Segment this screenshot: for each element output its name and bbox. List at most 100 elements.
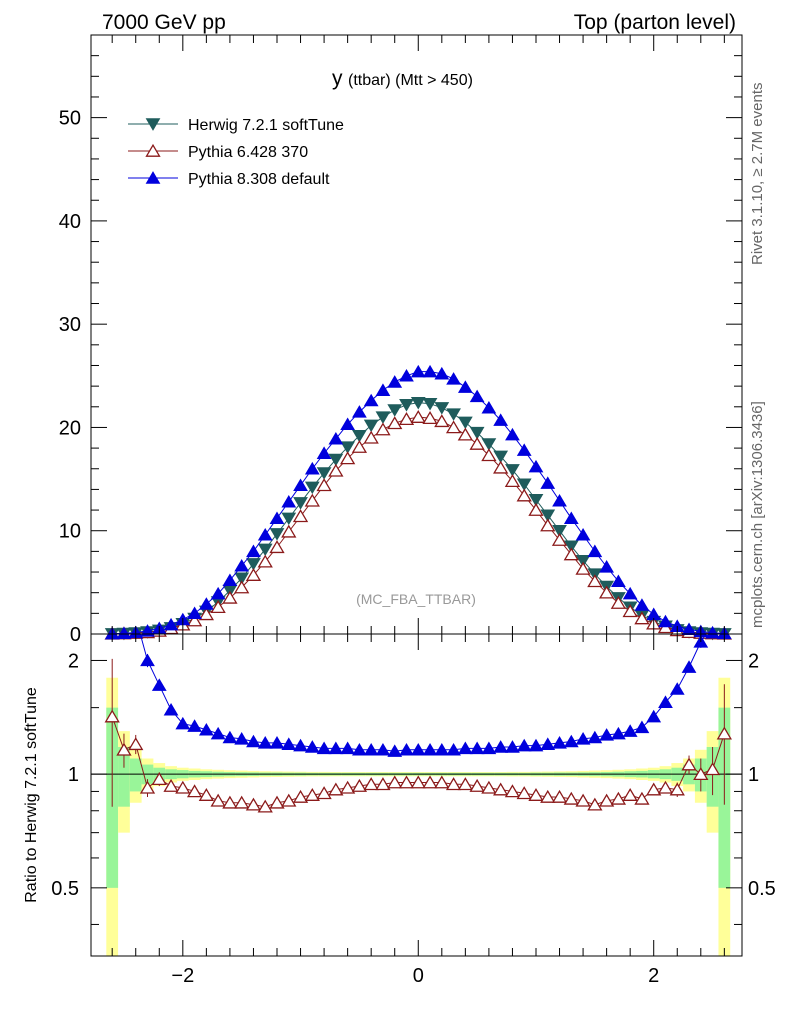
data-point — [575, 528, 591, 541]
data-point — [634, 611, 650, 625]
data-point — [552, 525, 567, 538]
ratio-point — [281, 793, 297, 807]
ratio-point — [257, 799, 273, 813]
data-point — [363, 419, 379, 433]
data-point — [186, 613, 203, 627]
plot-title-sub: (ttbar) (Mtt > 450) — [348, 72, 473, 89]
ratio-point — [657, 780, 674, 794]
data-point — [351, 439, 368, 453]
ratio-point — [104, 709, 120, 723]
data-point — [528, 502, 544, 516]
data-point — [516, 488, 532, 502]
data-point — [540, 518, 556, 532]
ratio-point — [175, 780, 191, 794]
data-point — [610, 595, 627, 609]
main-ytick-label: 10 — [59, 521, 81, 543]
ratio-point — [246, 734, 261, 748]
ratio-point — [163, 703, 179, 716]
data-point — [622, 586, 638, 600]
data-point — [304, 493, 320, 507]
ratio-point — [587, 730, 603, 744]
data-point — [222, 573, 238, 586]
data-point — [340, 417, 356, 431]
ratio-point — [693, 767, 709, 780]
data-point — [410, 396, 426, 410]
data-point — [422, 411, 438, 425]
legend-label: Pythia 8.308 default — [188, 171, 330, 188]
ratio-point — [328, 741, 344, 755]
xtick-label: −2 — [171, 965, 194, 987]
data-point — [234, 572, 250, 586]
data-point — [493, 450, 509, 464]
ratio-point — [669, 682, 685, 695]
ratio-point — [446, 742, 461, 756]
ratio-point — [540, 789, 556, 803]
ratio-point — [304, 740, 320, 753]
main-ytick-label: 40 — [59, 211, 81, 233]
ratio-point — [387, 775, 403, 789]
data-point — [293, 478, 308, 491]
ratio-point — [493, 740, 509, 753]
data-point — [257, 543, 273, 557]
data-point — [316, 467, 332, 480]
xtick-label: 2 — [648, 965, 659, 987]
main-plot-panel: 0 10 20 30 40 50 y (ttbar) (Mtt > 450) (MC_FB… — [59, 34, 743, 646]
data-point — [339, 451, 356, 465]
data-point — [316, 446, 332, 459]
data-point — [587, 544, 603, 558]
data-point — [446, 408, 461, 421]
legend-label: Herwig 7.2.1 softTune — [188, 117, 344, 134]
xtick-label: 0 — [413, 965, 424, 987]
ratio-point — [551, 789, 568, 803]
data-point — [245, 568, 262, 581]
data-point — [516, 443, 532, 456]
ratio-point — [422, 775, 438, 789]
data-point — [398, 412, 415, 426]
data-point — [528, 494, 544, 507]
rivet-label: Rivet 3.1.10, ≥ 2.7M events — [749, 83, 766, 266]
mcplots-label: mcplots.cern.ch [arXiv:1306.3436] — [749, 401, 766, 628]
legend: Herwig 7.2.1 softTune Pythia 6.428 370 Pyt… — [128, 117, 344, 188]
data-point — [681, 622, 697, 636]
data-point — [269, 528, 285, 541]
ratio-point — [281, 737, 297, 750]
data-point — [210, 586, 226, 600]
ratio-point — [210, 793, 226, 807]
data-point — [422, 364, 438, 378]
ratio-point — [257, 736, 273, 749]
ratio-point — [140, 653, 155, 667]
data-point — [528, 459, 544, 473]
data-point — [269, 540, 285, 554]
ratio-point — [128, 737, 144, 751]
ratio-point — [422, 742, 438, 756]
data-point — [493, 460, 509, 474]
data-point — [599, 560, 614, 573]
ratio-point — [269, 736, 285, 749]
data-point — [246, 558, 261, 571]
data-point — [328, 431, 344, 445]
header-left: 7000 GeV pp — [102, 11, 226, 34]
data-point — [340, 441, 356, 454]
legend-marker — [145, 118, 161, 131]
ratio-point — [610, 791, 627, 805]
ratio-point — [198, 787, 215, 801]
data-point — [563, 540, 579, 554]
ratio-point — [410, 775, 426, 789]
ratio-point — [234, 732, 250, 745]
ratio-point — [457, 741, 473, 755]
main-ytick-label: 30 — [59, 314, 81, 336]
ratio-point — [351, 778, 368, 792]
ratio-point — [234, 795, 250, 809]
ratio-point — [681, 757, 697, 771]
data-point — [445, 420, 462, 434]
data-point — [658, 614, 673, 628]
ratio-point — [316, 741, 332, 755]
data-point — [269, 511, 285, 525]
ratio-point — [316, 786, 332, 800]
data-point — [481, 400, 497, 414]
ratio-point — [481, 780, 497, 794]
ratio-point — [175, 716, 191, 730]
ratio-ytick-label-right: 1 — [748, 764, 759, 786]
ratio-point — [363, 777, 379, 791]
data-point — [163, 617, 179, 631]
